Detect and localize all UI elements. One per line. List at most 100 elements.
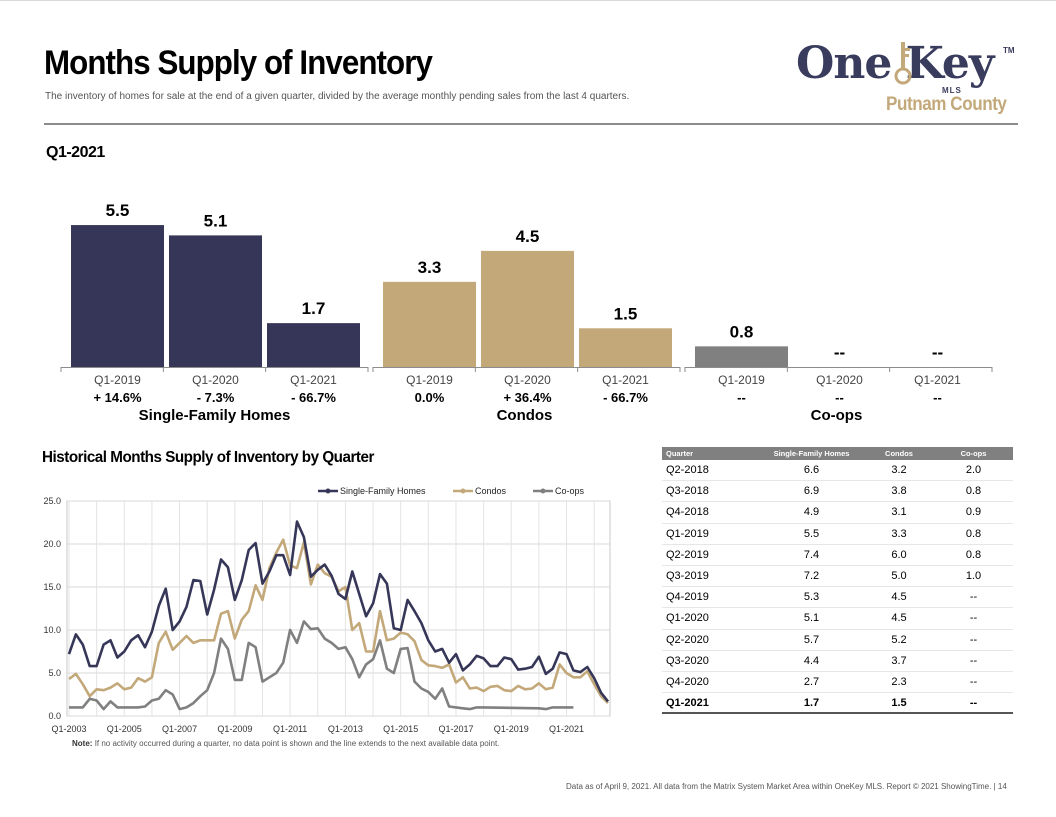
cell-condos: 3.2 (891, 464, 907, 477)
table-row: Q4-2020 2.7 2.3 -- (662, 672, 1013, 694)
cell-single-family: 2.7 (803, 675, 820, 688)
cell-condos: 5.2 (891, 633, 907, 646)
x-tick-label: Q1-2011 (273, 724, 307, 734)
note-label: Note: (72, 739, 93, 748)
bar-change-label: -- (933, 390, 942, 405)
bar-change-label: + 14.6% (93, 390, 142, 405)
table-row: Q3-2020 4.4 3.7 -- (662, 651, 1013, 672)
cell-condos: 3.1 (891, 506, 907, 519)
data-table: Quarter Single-Family Homes Condos Co-op… (662, 447, 1013, 715)
bar-chart-title: Q1-2021 (46, 144, 105, 161)
cell-condos: 1.5 (891, 696, 907, 709)
cell-quarter: Q3-2020 (666, 654, 709, 667)
bar-change-label: - 7.3% (197, 390, 235, 405)
cell-quarter: Q3-2019 (666, 570, 709, 583)
cell-single-family: 5.5 (803, 527, 820, 540)
bar-change-label: 0.0% (415, 390, 445, 405)
bar-value-label: 3.3 (418, 258, 442, 277)
bar-value-label: 1.5 (614, 304, 638, 323)
chart-note: Note: If no activity occurred during a q… (72, 739, 499, 748)
table-row: Q2-2019 7.4 6.0 0.8 (662, 545, 1013, 566)
header-quarter: Quarter (666, 449, 694, 458)
plot-area (66, 500, 611, 717)
bar-value-label: -- (834, 343, 845, 362)
table-row: Q1-2019 5.5 3.3 0.8 (662, 524, 1013, 545)
logo-trademark: TM (1003, 46, 1015, 55)
bar-change-label: -- (737, 390, 746, 405)
cell-coops: 1.0 (965, 570, 982, 583)
page-footer: Data as of April 9, 2021. All data from … (566, 782, 1007, 791)
cell-condos: 6.0 (891, 548, 907, 561)
cell-single-family: 7.2 (803, 570, 820, 583)
note-text: If no activity occurred during a quarter… (94, 739, 500, 748)
bar-value-label: 5.5 (106, 201, 130, 220)
bar-value-label: -- (932, 343, 943, 362)
cell-single-family: 6.6 (803, 464, 820, 477)
bar (695, 346, 788, 367)
bar-chart: 5.5 Q1-2019 + 14.6% 5.1 Q1-2020 - 7.3% 1.7 Q1-2… (60, 201, 993, 424)
x-tick-label: Q1-2005 (107, 724, 142, 734)
bar-category-label: Q1-2021 (290, 373, 337, 387)
cell-quarter: Q3-2018 (666, 485, 709, 498)
bar-group-label: Single-Family Homes (139, 407, 291, 424)
x-tick-label: Q1-2003 (51, 724, 86, 734)
y-tick-label: 5.0 (48, 668, 61, 678)
bar (579, 328, 672, 367)
bar (481, 250, 574, 367)
cell-quarter: Q1-2019 (666, 527, 709, 540)
cell-coops: -- (969, 696, 978, 709)
cell-single-family: 4.9 (803, 506, 820, 519)
y-tick-label: 20.0 (43, 539, 61, 549)
cell-quarter: Q4-2020 (666, 675, 709, 688)
x-tick-label: Q1-2013 (328, 724, 363, 734)
x-tick-label: Q1-2019 (494, 724, 529, 734)
x-tick-label: Q1-2007 (162, 724, 197, 734)
x-tick-label: Q1-2021 (549, 724, 584, 734)
cell-condos: 2.3 (891, 675, 907, 688)
cell-condos: 3.8 (891, 485, 907, 498)
header-condos: Condos (885, 449, 913, 458)
cell-coops: -- (969, 612, 978, 625)
cell-coops: 0.8 (965, 485, 982, 498)
bar-group-label: Co-ops (811, 407, 863, 424)
bar-category-label: Q1-2019 (406, 373, 453, 387)
cell-coops: -- (969, 591, 978, 604)
cell-condos: 3.7 (891, 654, 907, 667)
cell-single-family: 6.9 (803, 485, 820, 498)
bar-value-label: 0.8 (730, 322, 754, 341)
table-row: Q3-2018 6.9 3.8 0.8 (662, 481, 1013, 503)
cell-single-family: 5.7 (803, 633, 820, 646)
cell-quarter: Q4-2018 (666, 506, 709, 519)
y-tick-label: 0.0 (48, 711, 61, 721)
table-header: Quarter Single-Family Homes Condos Co-op… (662, 447, 1013, 460)
bar (383, 281, 476, 367)
header-coops: Co-ops (960, 449, 987, 458)
line-chart-title: Historical Months Supply of Inventory by… (42, 449, 374, 466)
bar-value-label: 5.1 (204, 211, 228, 230)
series-line (67, 520, 610, 703)
bar-value-label: 4.5 (516, 227, 540, 246)
cell-quarter: Q1-2020 (666, 612, 709, 625)
bar-group-label: Condos (497, 407, 553, 424)
bar-category-label: Q1-2020 (192, 373, 239, 387)
y-tick-label: 10.0 (43, 625, 61, 635)
y-tick-label: 25.0 (43, 496, 61, 506)
cell-coops: 2.0 (965, 464, 982, 477)
legend-label: Co-ops (555, 486, 585, 496)
key-icon (894, 42, 912, 85)
cell-coops: -- (969, 654, 978, 667)
cell-condos: 3.3 (891, 527, 907, 540)
bar-category-label: Q1-2020 (816, 373, 863, 387)
cell-quarter: Q2-2019 (666, 548, 709, 561)
bar-change-label: + 36.4% (503, 390, 552, 405)
onekey-logo: One Key TM MLS Putnam County (796, 38, 1016, 120)
page-title: Months Supply of Inventory (44, 44, 433, 82)
bar-category-label: Q1-2021 (602, 373, 649, 387)
legend-label: Condos (475, 486, 507, 496)
cell-quarter: Q2-2018 (666, 464, 709, 477)
bar-category-label: Q1-2019 (94, 373, 141, 387)
header-single-family: Single-Family Homes (773, 449, 850, 458)
cell-coops: -- (969, 633, 978, 646)
x-tick-label: Q1-2009 (217, 724, 252, 734)
page-subtitle: The inventory of homes for sale at the e… (45, 91, 630, 102)
